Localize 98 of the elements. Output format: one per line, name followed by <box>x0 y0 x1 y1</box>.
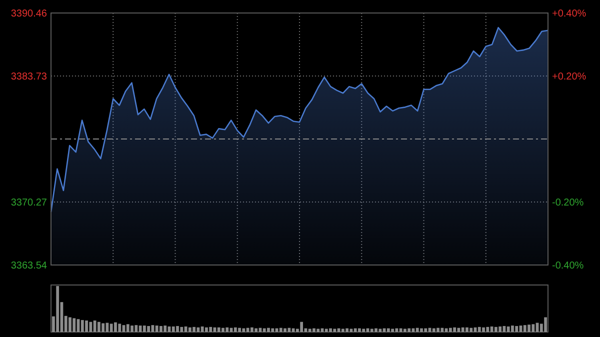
bar <box>532 324 535 332</box>
bar <box>254 328 258 332</box>
bar <box>102 323 105 332</box>
bar <box>234 327 237 332</box>
bar <box>395 328 398 332</box>
bar <box>362 328 366 332</box>
bar <box>172 326 175 332</box>
bar <box>544 317 547 332</box>
bar <box>226 327 229 332</box>
bar <box>448 328 452 332</box>
bar <box>110 324 113 332</box>
y-tick-label: 3390.46 <box>10 8 48 20</box>
bar <box>444 328 448 332</box>
bar <box>279 328 282 332</box>
bar <box>528 324 530 332</box>
bar <box>262 328 266 332</box>
bar <box>461 327 464 332</box>
bar <box>453 327 456 332</box>
bar <box>346 328 349 332</box>
bar <box>85 320 88 332</box>
bar <box>333 328 336 332</box>
bar <box>300 322 304 332</box>
bar <box>89 322 92 332</box>
bar <box>420 328 423 332</box>
bar <box>238 328 241 332</box>
bar <box>134 325 138 332</box>
y2-tick-label: -0.20% <box>552 198 584 208</box>
bar <box>114 322 117 332</box>
bar <box>56 286 60 332</box>
bar <box>151 325 154 332</box>
bar <box>440 328 444 332</box>
bar <box>160 326 162 332</box>
bar <box>267 328 270 332</box>
bar <box>478 326 481 332</box>
bar <box>155 326 158 332</box>
bar <box>72 318 76 332</box>
bar <box>436 328 440 332</box>
bar <box>80 320 84 332</box>
bar <box>432 328 436 332</box>
bar <box>288 328 291 332</box>
bar <box>200 326 204 332</box>
bar <box>188 327 192 332</box>
bar <box>511 326 514 332</box>
bar <box>316 328 320 332</box>
bar <box>142 326 146 332</box>
y-tick-label: 3363.54 <box>10 260 48 272</box>
bar <box>374 328 378 332</box>
bar <box>506 326 510 332</box>
bar <box>126 324 130 332</box>
bar <box>222 328 224 332</box>
bar <box>164 326 167 332</box>
bar <box>284 328 286 332</box>
y-tick-label: 3370.27 <box>10 198 48 208</box>
bar <box>341 328 344 332</box>
bar <box>196 327 200 332</box>
bar <box>470 328 473 332</box>
bar <box>192 326 196 332</box>
bar <box>482 327 485 332</box>
bar <box>308 328 312 332</box>
bar <box>217 327 220 332</box>
bar <box>358 328 361 332</box>
bar <box>424 328 428 332</box>
bar <box>408 328 411 332</box>
bar <box>176 326 179 332</box>
bar <box>523 325 526 332</box>
bar <box>515 326 518 332</box>
bar <box>399 328 402 332</box>
bar <box>118 324 122 332</box>
bar <box>205 327 208 332</box>
bar <box>246 328 250 332</box>
bar <box>416 328 419 332</box>
y-tick-label: 3383.73 <box>10 72 48 82</box>
bar <box>354 328 357 332</box>
bar <box>391 328 394 332</box>
bar <box>498 326 502 332</box>
bar <box>466 327 468 332</box>
y2-tick-label: +0.20% <box>552 72 586 82</box>
bar <box>180 326 184 332</box>
bar <box>250 327 254 332</box>
bar <box>68 317 72 332</box>
bar <box>271 328 274 332</box>
bar <box>97 322 100 332</box>
bar <box>386 328 390 332</box>
bar <box>324 328 328 332</box>
bar <box>378 328 382 332</box>
bar <box>130 326 134 332</box>
bar <box>350 328 353 332</box>
y2-tick-label: +0.40% <box>552 8 586 20</box>
bar <box>494 326 498 332</box>
bar <box>209 326 212 332</box>
bar <box>486 326 490 332</box>
bar <box>242 328 246 332</box>
bar <box>404 328 406 332</box>
y2-tick-label: -0.40% <box>552 260 584 272</box>
bar <box>312 328 316 332</box>
bar <box>147 326 150 332</box>
bar <box>329 328 332 332</box>
bar <box>370 328 374 332</box>
